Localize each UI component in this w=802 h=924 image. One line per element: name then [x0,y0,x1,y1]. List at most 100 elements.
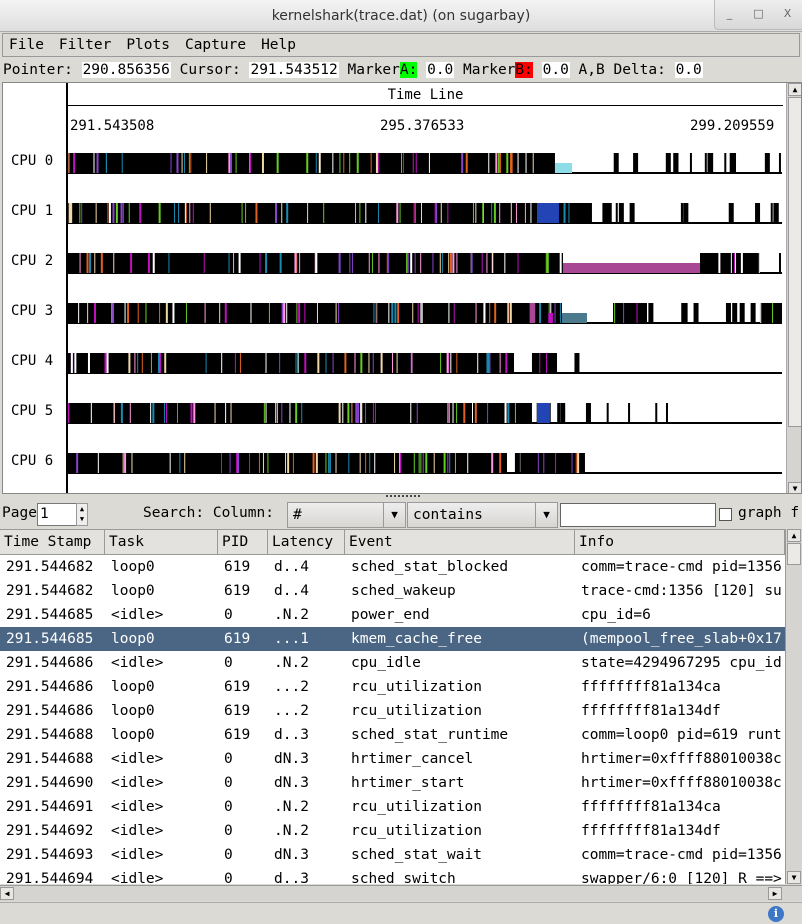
col-task[interactable]: Task [105,530,218,554]
task-switch-mark [410,403,412,423]
table-row[interactable]: 291.544686 <idle> 0 .N.2 cpu_idle state=42949… [0,651,785,675]
scroll-left-arrow[interactable]: ◀ [0,887,14,900]
table-row[interactable]: 291.544692 <idle> 0 .N.2 rcu_utilization ffff… [0,819,785,843]
marker-a-label: Marker [338,62,400,78]
task-switch-mark [245,203,247,223]
page-input[interactable]: 1 [37,503,77,526]
task-switch-mark [372,403,374,423]
table-row[interactable]: 291.544682 loop0 619 d..4 sched_stat_blocked… [0,555,785,579]
cell-task: <idle> [111,775,164,791]
task-switch-mark [359,453,361,473]
task-switch-mark [332,153,334,173]
maximize-button[interactable]: □ [753,7,764,20]
menu-file[interactable]: File [9,37,44,53]
minimize-button[interactable]: _ [726,7,733,20]
graph-follow-checkbox[interactable] [719,508,732,521]
table-row[interactable]: 291.544690 <idle> 0 dN.3 hrtimer_start hrtime… [0,771,785,795]
busy-region [68,403,532,423]
pane-splitter[interactable] [386,495,420,499]
task-mark [606,403,609,423]
table-row[interactable]: 291.544686 loop0 619 ...2 rcu_utilization fff… [0,699,785,723]
task-switch-mark [281,203,283,223]
task-switch-mark [499,353,501,373]
cell-time-stamp: 291.544691 [6,799,94,815]
table-row[interactable]: 291.544693 <idle> 0 dN.3 sched_stat_wait comm… [0,843,785,867]
task-switch-mark [452,403,454,423]
task-mark [655,403,658,423]
task-switch-mark [112,203,115,223]
task-mark [689,153,692,173]
task-switch-mark [190,403,193,423]
task-switch-mark [372,353,374,373]
col-info[interactable]: Info [575,530,785,554]
search-label: Search: Column: [143,505,274,521]
close-button[interactable]: X [783,7,792,20]
column-select[interactable]: # ▼ [287,502,406,528]
col-time-stamp[interactable]: Time Stamp [0,530,105,554]
cell-latency: d..4 [274,583,309,599]
scroll-down-arrow[interactable]: ▼ [787,871,801,884]
table-row[interactable]: 291.544694 <idle> 0 d..3 sched_switch swapper… [0,867,785,884]
scroll-up-arrow[interactable]: ▲ [787,529,801,542]
scroll-thumb[interactable] [787,543,801,565]
page-spinner[interactable]: ▲ ▼ [76,503,88,526]
task-switch-mark [486,353,488,373]
cell-time-stamp: 291.544693 [6,847,94,863]
task-switch-mark [203,253,205,273]
task-switch-mark [259,253,261,273]
timeline-axis [68,105,783,106]
cell-task: loop0 [111,631,155,647]
search-input[interactable] [560,503,716,527]
col-pid[interactable]: PID [218,530,268,554]
task-switch-mark [184,453,186,473]
menu-help[interactable]: Help [261,37,296,53]
graph-vertical-scrollbar[interactable]: ▲ ▼ [786,83,801,493]
task-switch-mark [504,253,506,273]
table-row[interactable]: 291.544682 loop0 619 d..4 sched_wakeup trace-… [0,579,785,603]
info-icon[interactable]: i [768,906,784,922]
scroll-thumb[interactable] [788,97,801,427]
marker-b-swatch: B: [515,62,533,78]
table-row[interactable]: 291.544688 <idle> 0 dN.3 hrtimer_cancel hrtim… [0,747,785,771]
scroll-up-arrow[interactable]: ▲ [788,83,801,96]
plot-area[interactable]: Time Line 291.543508 295.376533 299.2095… [66,83,786,493]
table-row[interactable]: 291.544686 loop0 619 ...2 rcu_utilization fff… [0,675,785,699]
col-latency[interactable]: Latency [268,530,345,554]
task-switch-mark [475,203,477,223]
menu-capture[interactable]: Capture [184,37,247,53]
table-row[interactable]: 291.544691 <idle> 0 .N.2 rcu_utilization ffff… [0,795,785,819]
cell-latency: .N.2 [274,607,309,623]
task-switch-mark [94,253,96,273]
task-switch-mark [355,203,357,223]
scroll-down-arrow[interactable]: ▼ [788,482,801,493]
cell-task: <idle> [111,799,164,815]
table-row[interactable]: 291.544688 loop0 619 d..3 sched_stat_runtime… [0,723,785,747]
cell-latency: d..4 [274,559,309,575]
menu-filter[interactable]: Filter [58,37,112,53]
task-switch-mark [87,303,89,323]
cell-pid: 619 [224,679,251,695]
menu-plots[interactable]: Plots [126,37,170,53]
task-switch-mark [268,303,270,323]
trace-graph[interactable]: CPU 0 CPU 1 CPU 2 CPU 3 CPU 4 CPU 5 CPU 6 Time… [2,82,802,494]
cell-task: loop0 [111,583,155,599]
task-switch-mark [494,303,497,323]
table-row[interactable]: 291.544685 loop0 619 ...1 kmem_cache_free (me… [0,627,785,651]
table-row[interactable]: 291.544685 <idle> 0 .N.2 power_end cpu_id=6 [0,603,785,627]
task-switch-mark [70,353,73,373]
table-horizontal-scrollbar[interactable]: ◀ ▶ [0,885,802,901]
mode-select[interactable]: contains ▼ [407,502,558,528]
scroll-right-arrow[interactable]: ▶ [768,887,782,900]
table-vertical-scrollbar[interactable]: ▲ ▼ [785,529,802,884]
cell-pid: 619 [224,727,251,743]
task-mark [629,203,635,223]
task-switch-mark [168,253,170,273]
task-switch-mark [193,403,196,423]
cell-latency: .N.2 [274,655,309,671]
task-switch-mark [439,253,441,273]
task-switch-mark [525,153,527,173]
cell-event: hrtimer_cancel [351,751,474,767]
col-event[interactable]: Event [345,530,575,554]
task-mark [606,203,612,223]
cell-pid: 0 [224,607,233,623]
